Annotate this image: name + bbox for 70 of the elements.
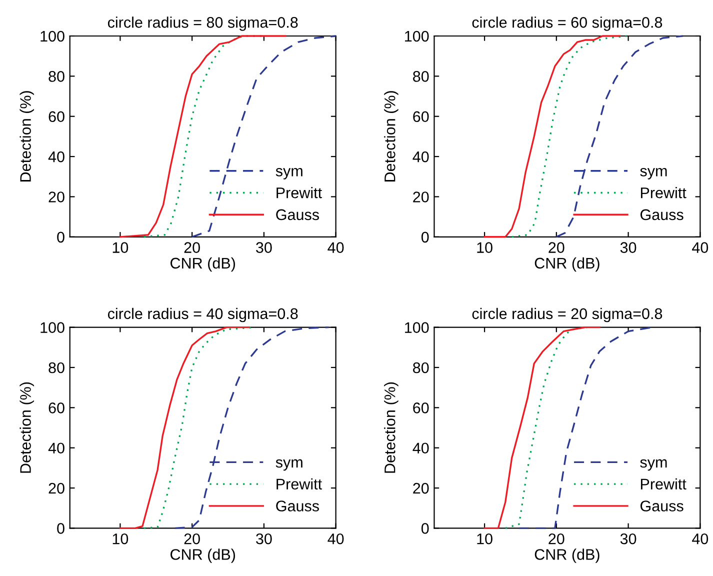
y-tick-label: 80 [48,362,64,374]
y-tick-label: 0 [57,523,64,534]
x-tick-label: 30 [620,533,636,544]
y-axis-title: Detection (%) [20,382,34,473]
x-tick-label: 40 [328,242,344,253]
legend-label: sym [276,168,302,180]
x-tick-label: 40 [328,533,344,544]
line-series [504,326,588,530]
y-tick-label: 100 [405,30,429,42]
y-tick-label: 60 [413,111,429,122]
legend-label: Gauss [640,500,684,512]
x-tick-label: 10 [112,242,128,253]
line-series [484,326,600,530]
y-tick-label: 40 [48,442,64,454]
y-tick-label: 20 [413,192,429,202]
legend-label: Prewitt [276,478,322,490]
y-tick-label: 80 [413,362,429,374]
y-tick-label: 0 [421,523,429,534]
x-axis-title: CNR (dB) [534,548,600,563]
y-tick-label: 80 [413,71,429,82]
line-series [511,35,628,238]
y-tick-label: 60 [48,111,64,122]
x-tick-label: 10 [112,533,128,544]
x-axis-title: CNR (dB) [534,257,600,272]
x-tick-label: 20 [548,533,564,544]
chart-title: circle radius = 60 sigma=0.8 [472,16,662,31]
y-tick-label: 20 [413,482,429,494]
y-tick-label: 100 [40,322,64,333]
legend-label: sym [640,459,667,471]
line-series [174,326,330,530]
y-tick-label: 40 [412,151,429,162]
chart-title: circle radius = 20 sigma=0.8 [472,308,662,322]
x-tick-label: 20 [548,242,564,253]
x-tick-label: 40 [692,242,708,253]
chart-title: circle radius = 80 sigma=0.8 [108,16,298,31]
legend-label: Prewitt [276,187,322,198]
x-axis-title: CNR (dB) [170,548,235,563]
x-tick-label: 20 [184,242,200,253]
legend-label: Gauss [640,209,684,220]
y-tick-label: 60 [48,402,64,414]
y-tick-label: 80 [48,71,64,82]
x-tick-label: 40 [692,533,708,544]
y-tick-label: 0 [421,232,429,243]
x-tick-label: 20 [184,533,200,544]
y-tick-label: 40 [48,151,64,162]
line-series [119,326,250,530]
y-tick-label: 100 [405,322,429,333]
y-axis-title: Detection (%) [384,382,398,473]
y-tick-label: 20 [48,192,64,202]
x-tick-label: 10 [477,242,492,253]
y-axis-title: Detection (%) [20,91,34,182]
line-series [484,35,620,238]
legend-label: sym [640,168,667,180]
y-tick-label: 0 [57,232,64,243]
legend-label: Prewitt [640,187,686,198]
chart-title: circle radius = 40 sigma=0.8 [108,308,298,322]
legend-label: sym [276,459,302,471]
x-tick-label: 30 [620,242,636,253]
x-tick-label: 30 [256,533,272,544]
y-axis-title: Detection (%) [384,91,398,182]
y-tick-label: 40 [412,442,429,454]
legend-label: Gauss [276,500,319,512]
x-tick-label: 10 [477,533,492,544]
y-tick-label: 20 [48,482,64,494]
y-tick-label: 100 [40,30,64,42]
x-tick-label: 30 [256,242,272,253]
y-tick-label: 60 [413,402,429,414]
legend-label: Prewitt [640,478,686,490]
x-axis-title: CNR (dB) [170,257,235,272]
legend-label: Gauss [276,209,319,220]
